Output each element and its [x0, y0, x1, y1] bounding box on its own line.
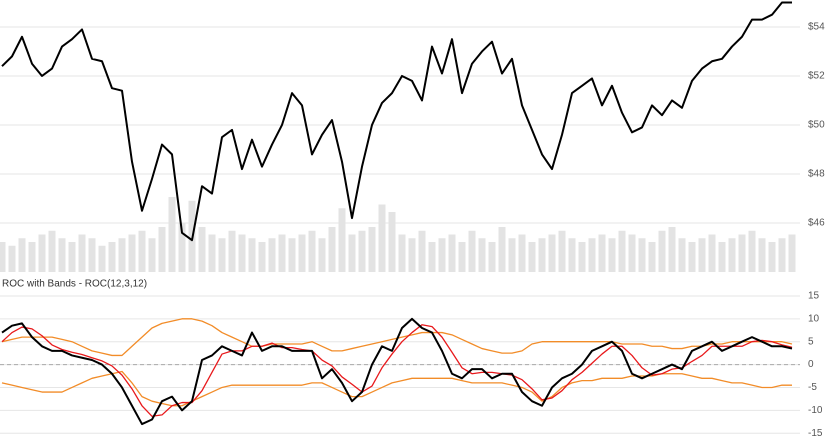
volume-bar — [158, 227, 166, 272]
volume-bar — [218, 238, 226, 272]
indicator-line — [1, 370, 792, 407]
y-tick-label: -15 — [808, 428, 823, 439]
volume-bar — [668, 227, 676, 272]
volume-bar — [278, 234, 286, 272]
volume-bar — [138, 230, 146, 272]
volume-bar — [708, 234, 716, 272]
y-tick-label: 10 — [808, 313, 820, 324]
volume-bar — [28, 242, 36, 272]
volume-bar — [518, 234, 526, 272]
volume-bar — [598, 234, 606, 272]
volume-bar — [558, 230, 566, 272]
volume-bar — [388, 212, 396, 272]
volume-bar — [238, 234, 246, 272]
volume-bar — [648, 242, 656, 272]
volume-bar — [88, 238, 96, 272]
volume-bar — [68, 242, 76, 272]
volume-bar — [758, 238, 766, 272]
volume-bar — [478, 238, 486, 272]
volume-bar — [778, 238, 786, 272]
volume-bar — [288, 238, 296, 272]
volume-bar — [588, 238, 596, 272]
volume-bar — [208, 234, 216, 272]
volume-bar — [548, 234, 556, 272]
y-tick-label: -5 — [808, 382, 817, 393]
volume-bar — [448, 234, 456, 272]
volume-bar — [8, 245, 16, 272]
volume-bar — [48, 230, 56, 272]
y-tick-label: 0 — [808, 359, 814, 370]
indicator-line — [1, 324, 793, 417]
volume-bar — [328, 227, 336, 272]
price-line — [1, 1, 792, 242]
volume-bar — [268, 238, 276, 272]
volume-bar — [338, 208, 346, 272]
volume-bar — [768, 242, 776, 272]
volume-bar — [788, 234, 796, 272]
volume-bar — [748, 230, 756, 272]
indicator-line — [1, 317, 793, 426]
volume-bar — [308, 230, 316, 272]
volume-bar — [58, 238, 66, 272]
y-tick-label: 15 — [808, 291, 820, 302]
volume-bar — [428, 242, 436, 272]
volume-bar — [408, 238, 416, 272]
volume-bar — [298, 234, 306, 272]
volume-bar — [248, 238, 256, 272]
volume-bar — [378, 204, 386, 272]
volume-bar — [368, 227, 376, 272]
volume-bar — [38, 234, 46, 272]
y-tick-label: $52 — [808, 71, 825, 82]
volume-bar — [728, 238, 736, 272]
volume-bar — [608, 238, 616, 272]
volume-bar — [578, 242, 586, 272]
volume-bar — [78, 234, 86, 272]
y-tick-label: 5 — [808, 336, 814, 347]
volume-bar — [98, 245, 106, 272]
y-tick-label: -10 — [808, 405, 823, 416]
volume-bar — [488, 242, 496, 272]
volume-bar — [178, 223, 186, 272]
volume-bar — [658, 230, 666, 272]
volume-bar — [738, 234, 746, 272]
y-tick-label: $50 — [808, 120, 825, 131]
volume-bar — [318, 238, 326, 272]
volume-bar — [638, 238, 646, 272]
volume-bar — [398, 234, 406, 272]
volume-bar — [618, 230, 626, 272]
volume-bar — [168, 197, 176, 272]
volume-bar — [718, 242, 726, 272]
volume-bar — [418, 230, 426, 272]
volume-bar — [108, 242, 116, 272]
volume-bar — [228, 230, 236, 272]
panel-title: ROC with Bands - ROC(12,3,12) — [2, 279, 147, 290]
volume-bar — [568, 238, 576, 272]
volume-bar — [118, 238, 126, 272]
volume-bar — [18, 238, 26, 272]
volume-bar — [128, 234, 136, 272]
volume-bar — [358, 230, 366, 272]
volume-bar — [148, 238, 156, 272]
volume-bar — [498, 227, 506, 272]
volume-bar — [348, 234, 356, 272]
volume-bar — [468, 230, 476, 272]
y-tick-label: $54 — [808, 22, 825, 33]
volume-bar — [508, 238, 516, 272]
volume-bar — [698, 238, 706, 272]
volume-bar — [258, 242, 266, 272]
volume-bar — [528, 242, 536, 272]
volume-bar — [628, 234, 636, 272]
volume-bar — [538, 238, 546, 272]
y-tick-label: $46 — [808, 218, 825, 229]
volume-bar — [198, 227, 206, 272]
volume-bar — [438, 238, 446, 272]
volume-bar — [458, 242, 466, 272]
volume-bar — [678, 238, 686, 272]
y-tick-label: $48 — [808, 169, 825, 180]
volume-bar — [688, 242, 696, 272]
volume-bar — [0, 242, 6, 272]
